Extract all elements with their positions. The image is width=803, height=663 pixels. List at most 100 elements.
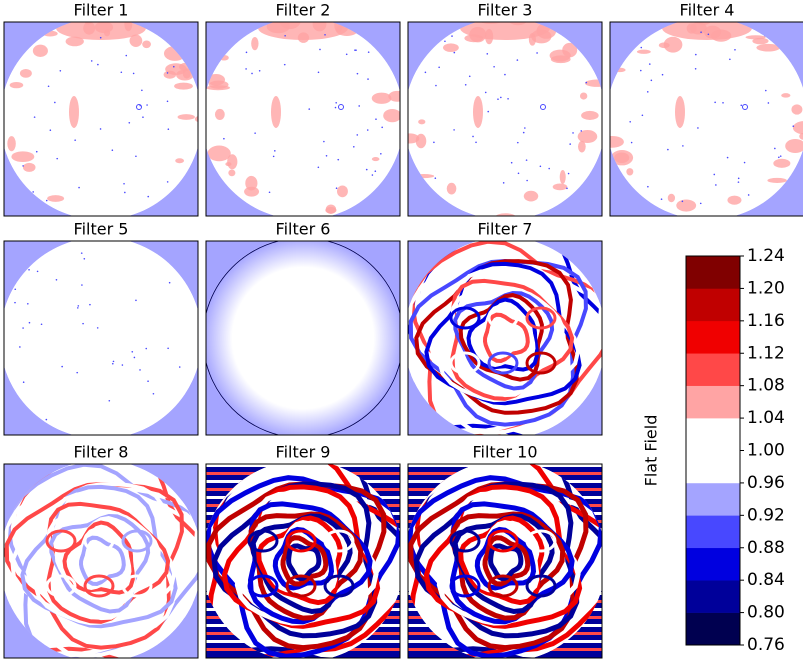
- fringe-island: [247, 574, 279, 598]
- blotch: [7, 136, 16, 152]
- dot: [567, 172, 570, 175]
- fringe: [49, 513, 151, 614]
- dot: [172, 65, 175, 68]
- colorbar-bin: [686, 580, 740, 613]
- blotch: [578, 140, 586, 153]
- dot: [317, 166, 320, 169]
- dot: [517, 141, 519, 144]
- dot: [486, 53, 489, 55]
- fringe: [221, 484, 381, 629]
- dot: [325, 154, 328, 157]
- blotch: [495, 213, 516, 216]
- tick-label: 0.92: [747, 505, 785, 525]
- fringe-island: [525, 574, 557, 598]
- fringe-island: [487, 574, 519, 598]
- dot: [536, 52, 538, 54]
- dot: [504, 73, 506, 76]
- dot: [585, 81, 588, 84]
- dot: [522, 131, 525, 134]
- fringe: [458, 293, 544, 382]
- dot: [223, 137, 225, 140]
- panel-frame: [205, 240, 401, 436]
- dot: [695, 53, 697, 56]
- blotch: [781, 93, 791, 98]
- colorbar-bin: [686, 288, 740, 322]
- fringe: [20, 484, 178, 629]
- panel-frame: [407, 463, 603, 659]
- tick-label: 1.24: [747, 246, 785, 266]
- dot: [45, 199, 48, 202]
- dot: [729, 58, 731, 61]
- dot: [345, 53, 348, 56]
- blotch: [194, 115, 198, 123]
- blotch: [258, 22, 348, 40]
- dot: [424, 71, 427, 74]
- dot: [472, 135, 474, 138]
- panel-frame: [3, 240, 199, 436]
- dot: [338, 104, 344, 110]
- blotch: [177, 114, 195, 120]
- dot: [468, 75, 471, 78]
- fringe: [414, 259, 579, 415]
- dot: [381, 126, 383, 129]
- fringe-island: [45, 574, 77, 598]
- fringe-island: [449, 574, 481, 598]
- dot: [22, 381, 25, 384]
- dot: [507, 97, 509, 100]
- dot: [517, 172, 520, 175]
- dot: [108, 399, 111, 402]
- dot: [335, 187, 338, 190]
- fringe-island: [487, 306, 519, 330]
- blotch: [610, 150, 634, 166]
- dot: [774, 147, 776, 150]
- dot: [99, 36, 102, 39]
- dot: [500, 96, 502, 99]
- blotch: [65, 36, 84, 47]
- dot: [539, 165, 542, 168]
- tick-label: 0.96: [747, 473, 785, 493]
- dot: [245, 51, 248, 54]
- colorbar-bin: [686, 256, 740, 289]
- dot: [641, 114, 644, 117]
- dot: [367, 78, 369, 80]
- dot: [167, 128, 170, 131]
- dot: [14, 301, 16, 304]
- dot: [45, 418, 48, 421]
- dot: [743, 161, 746, 164]
- dot: [694, 67, 697, 70]
- fringe: [256, 515, 343, 606]
- dot: [59, 69, 62, 72]
- dot: [451, 35, 453, 37]
- dot: [464, 83, 467, 86]
- fringe-island: [525, 351, 557, 375]
- dot: [374, 170, 377, 173]
- blotch: [663, 36, 683, 53]
- blotch: [22, 162, 36, 172]
- blotch: [371, 92, 392, 104]
- dot: [667, 148, 669, 151]
- dot: [742, 104, 748, 110]
- dot: [648, 63, 651, 65]
- panel-title: Filter 4: [680, 1, 735, 20]
- blotch: [227, 154, 238, 170]
- dot: [566, 187, 568, 190]
- blotch: [610, 135, 624, 148]
- fringe-island: [323, 574, 355, 598]
- tick-label: 1.04: [747, 408, 785, 428]
- dot: [35, 150, 38, 153]
- blotch: [56, 22, 146, 40]
- dot: [89, 303, 91, 306]
- dot: [19, 346, 21, 348]
- blotch: [142, 40, 151, 49]
- panel-image: [3, 240, 199, 436]
- fringe-island: [487, 529, 519, 553]
- colorbar-bin: [686, 482, 740, 516]
- dot: [74, 139, 76, 141]
- panel-image: [609, 21, 803, 217]
- fringe: [263, 520, 338, 596]
- dot: [36, 270, 39, 273]
- panel-image: [407, 463, 603, 659]
- dot: [147, 195, 150, 198]
- dot: [715, 184, 717, 186]
- fringe-island: [449, 306, 481, 330]
